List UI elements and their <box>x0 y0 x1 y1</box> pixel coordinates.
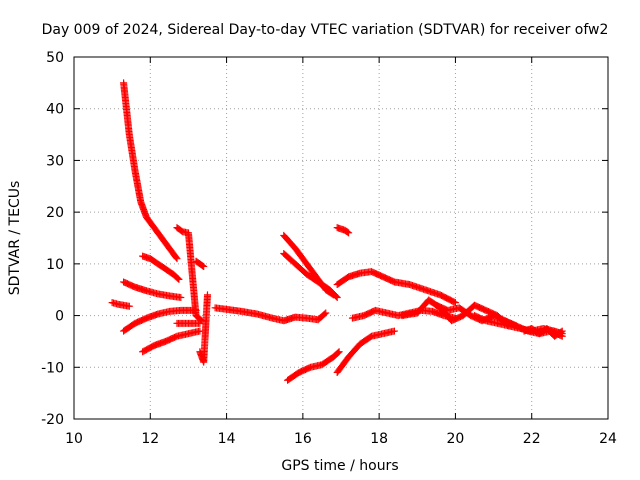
y-tick-label: 30 <box>46 153 64 169</box>
series-arc-3 <box>120 278 185 301</box>
data-point <box>200 262 208 270</box>
x-axis-label: GPS time / hours <box>281 458 398 474</box>
series-arc-7 <box>173 224 206 325</box>
series-arc-9 <box>196 291 211 366</box>
data-point <box>345 229 353 237</box>
series-arc-16 <box>333 268 459 307</box>
y-tick-labels: -20 -10 0 10 20 30 40 50 <box>41 50 64 428</box>
x-tick-label: 20 <box>447 431 465 447</box>
x-tick-label: 10 <box>65 431 83 447</box>
y-tick-label: -10 <box>41 360 64 376</box>
data-point <box>322 309 330 317</box>
series-arc-2 <box>139 252 183 283</box>
data-point <box>175 275 183 283</box>
data-point <box>204 291 211 299</box>
series-arc-6 <box>108 299 133 310</box>
data-marks <box>108 79 566 384</box>
data-point <box>557 328 565 336</box>
series-arc-1 <box>120 79 181 263</box>
x-tick-labels: 10 12 14 16 18 20 22 24 <box>65 431 617 447</box>
series-arc-10 <box>192 257 208 270</box>
grid <box>74 57 608 419</box>
data-point <box>199 262 207 270</box>
chart-title: Day 009 of 2024, Sidereal Day-to-day VTE… <box>42 22 609 38</box>
data-point <box>196 319 204 327</box>
x-tick-label: 14 <box>218 431 236 447</box>
data-point <box>344 228 352 236</box>
series-arc-8 <box>173 319 204 327</box>
y-tick-label: 40 <box>46 102 64 118</box>
x-tick-label: 12 <box>141 431 159 447</box>
data-point <box>172 254 180 262</box>
data-point <box>451 299 459 307</box>
data-point <box>321 310 329 318</box>
data-point <box>558 327 566 335</box>
x-tick-label: 24 <box>599 431 617 447</box>
axis-ticks <box>73 56 609 420</box>
data-point <box>334 349 342 357</box>
data-point <box>332 293 340 301</box>
x-tick-label: 16 <box>294 431 312 447</box>
y-tick-label: 50 <box>46 50 64 66</box>
data-point <box>174 275 182 283</box>
series-arc-11 <box>211 304 330 325</box>
data-point <box>333 293 341 301</box>
series-arc-5 <box>139 327 204 356</box>
data-point <box>390 327 398 335</box>
data-point <box>335 348 343 356</box>
data-point <box>173 255 181 263</box>
y-tick-label: -20 <box>41 412 64 428</box>
series-arc-23 <box>520 325 566 340</box>
y-axis-label: SDTVAR / TECUs <box>7 181 23 296</box>
series-arc-13 <box>280 250 341 301</box>
series-arc-15 <box>333 224 353 237</box>
x-tick-label: 18 <box>370 431 388 447</box>
x-tick-label: 22 <box>523 431 541 447</box>
series-arc-4 <box>120 306 200 335</box>
data-point <box>177 293 185 301</box>
series-arc-17 <box>333 327 398 376</box>
series-arc-14 <box>284 348 343 384</box>
y-tick-label: 20 <box>46 205 64 221</box>
data-point <box>450 298 458 306</box>
y-tick-label: 10 <box>46 257 64 273</box>
data-point <box>125 302 133 310</box>
plot-frame <box>73 56 609 420</box>
y-tick-label: 0 <box>55 309 64 325</box>
